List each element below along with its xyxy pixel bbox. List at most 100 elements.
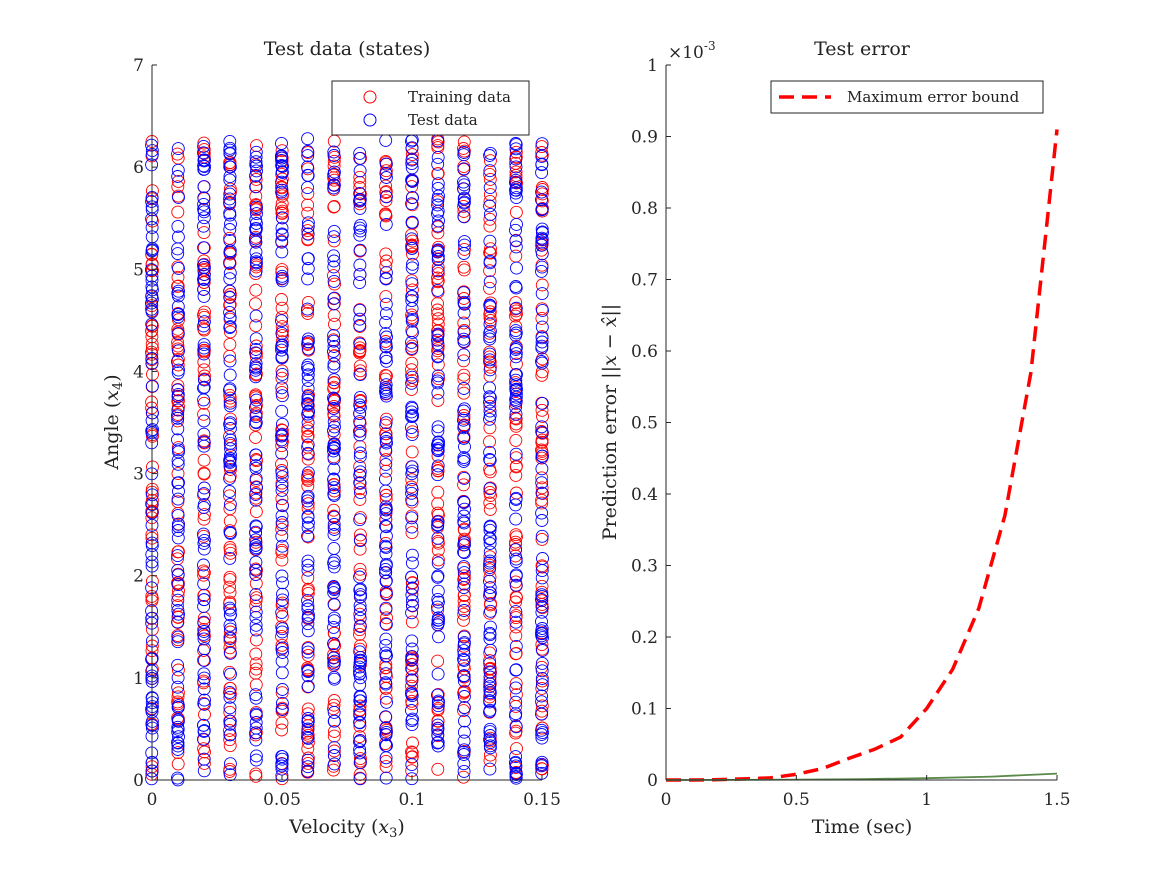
test-point — [509, 407, 523, 421]
training-point — [431, 703, 445, 717]
test-point — [483, 680, 497, 694]
test-point — [327, 670, 341, 684]
training-point — [197, 467, 211, 481]
test-point — [197, 180, 211, 194]
test-point — [275, 483, 289, 497]
test-point — [379, 431, 393, 445]
test-point — [379, 646, 393, 660]
training-point — [405, 148, 419, 162]
test-point — [483, 725, 497, 739]
test-point — [301, 712, 315, 725]
test-point — [509, 301, 523, 315]
test-point — [353, 468, 367, 482]
training-point — [223, 625, 237, 639]
training-point — [431, 485, 445, 499]
test-point — [223, 646, 237, 660]
test-point — [379, 444, 393, 458]
training-point — [379, 512, 393, 526]
training-point — [171, 260, 185, 274]
test-point — [301, 516, 315, 530]
test-point — [405, 460, 419, 474]
test-point — [327, 473, 341, 487]
test-point — [509, 750, 523, 764]
training-point — [405, 308, 419, 322]
y-tick-label: 2 — [133, 567, 144, 587]
training-point — [197, 363, 211, 377]
test-point — [535, 755, 549, 769]
test-point — [171, 454, 185, 468]
test-point — [353, 424, 366, 438]
training-point — [249, 172, 263, 186]
test-point — [536, 644, 549, 657]
test-point — [535, 396, 549, 410]
test-point — [353, 258, 367, 272]
test-point — [379, 315, 393, 329]
training-point — [431, 536, 445, 550]
test-point — [171, 387, 185, 401]
test-point — [431, 667, 445, 681]
test-point — [197, 211, 211, 225]
test-point — [275, 641, 289, 655]
test-point — [276, 646, 289, 659]
test-point — [328, 392, 341, 406]
training-point — [249, 388, 263, 402]
training-point — [327, 375, 341, 389]
training-point — [535, 585, 549, 599]
test-point — [457, 647, 471, 661]
training-point — [535, 194, 549, 208]
test-point — [171, 247, 185, 261]
test-point — [405, 153, 419, 167]
test-point — [301, 438, 315, 452]
test-point — [249, 610, 263, 624]
test-point — [354, 590, 367, 604]
training-point — [457, 135, 471, 149]
test-point — [535, 149, 549, 163]
training-point — [275, 320, 289, 334]
test-point — [197, 667, 211, 681]
test-point — [171, 680, 185, 694]
test-point — [509, 384, 523, 398]
test-point — [249, 159, 263, 173]
y-tick-label: 1 — [647, 56, 658, 76]
test-point — [327, 741, 341, 755]
test-point — [301, 645, 315, 659]
test-point — [249, 605, 263, 619]
test-point — [223, 266, 237, 280]
training-point — [171, 394, 185, 408]
test-point — [509, 378, 523, 392]
test-point — [223, 485, 237, 498]
test-point — [535, 656, 549, 670]
training-point — [405, 445, 419, 459]
training-point — [535, 681, 549, 695]
training-point — [327, 651, 341, 664]
training-point — [301, 736, 315, 749]
training-point — [198, 708, 211, 721]
test-point — [509, 568, 523, 582]
test-point — [535, 689, 549, 703]
test-point — [301, 169, 315, 182]
training-point — [535, 365, 549, 379]
test-point — [353, 194, 366, 208]
training-point — [171, 175, 185, 188]
training-point — [275, 543, 289, 557]
test-point — [327, 291, 341, 305]
training-point — [405, 180, 419, 194]
test-point — [249, 688, 263, 702]
test-point — [301, 216, 315, 230]
test-point — [197, 205, 211, 219]
training-point — [223, 570, 237, 584]
training-point — [327, 702, 340, 716]
test-point — [405, 405, 419, 419]
right-x-axis-label: Time (sec) — [812, 816, 913, 838]
test-point — [327, 611, 341, 625]
training-point — [353, 730, 367, 744]
test-point — [171, 739, 185, 753]
test-point — [249, 623, 263, 637]
x-tick-label: 1.5 — [1043, 790, 1070, 810]
test-point — [197, 632, 211, 646]
training-point — [197, 508, 211, 522]
training-point — [328, 317, 341, 331]
training-point — [275, 522, 289, 536]
test-point — [223, 452, 237, 465]
training-point — [301, 571, 315, 585]
